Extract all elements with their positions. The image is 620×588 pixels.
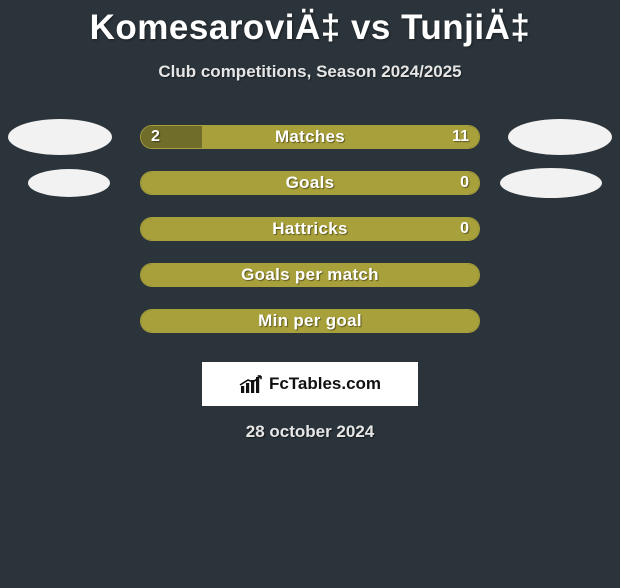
avatar (8, 119, 112, 155)
stats-rows: 211Matches 0Goals 0Hattricks Goals per matc… (0, 114, 620, 344)
stat-label: Goals (141, 172, 479, 194)
stat-bar: Goals per match (140, 263, 480, 287)
page-title: KomesaroviÄ‡ vs TunjiÄ‡ (0, 8, 620, 48)
stat-label: Matches (141, 126, 479, 148)
stat-label: Min per goal (141, 310, 479, 332)
page-subtitle: Club competitions, Season 2024/2025 (0, 62, 620, 82)
stat-bar: Min per goal (140, 309, 480, 333)
stat-label: Goals per match (141, 264, 479, 286)
stat-row: Min per goal (0, 298, 620, 344)
stat-bar: 211Matches (140, 125, 480, 149)
avatar (508, 119, 612, 155)
avatar (500, 168, 602, 198)
stat-bar: 0Goals (140, 171, 480, 195)
bar-chart-arrow-icon (239, 374, 263, 394)
logo[interactable]: FcTables.com (239, 374, 381, 394)
stat-row: 0Hattricks (0, 206, 620, 252)
avatar (28, 169, 110, 197)
logo-text: FcTables.com (269, 374, 381, 394)
stat-row: 211Matches (0, 114, 620, 160)
stat-row: Goals per match (0, 252, 620, 298)
stat-row: 0Goals (0, 160, 620, 206)
date-label: 28 october 2024 (0, 422, 620, 442)
stat-bar: 0Hattricks (140, 217, 480, 241)
logo-box: FcTables.com (202, 362, 418, 406)
stat-label: Hattricks (141, 218, 479, 240)
